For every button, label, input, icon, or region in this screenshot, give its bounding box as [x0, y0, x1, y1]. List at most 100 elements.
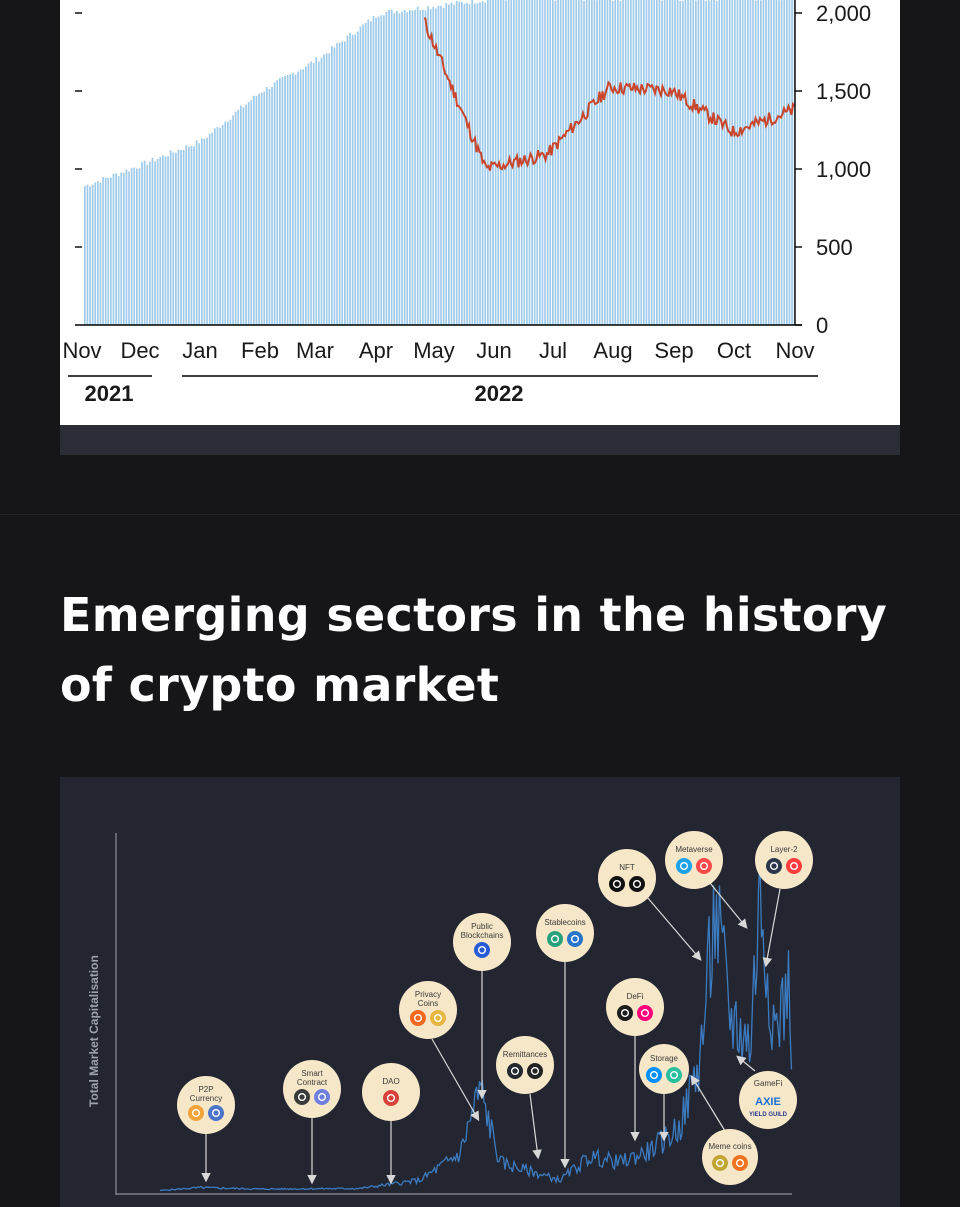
bar	[107, 177, 110, 325]
bar	[448, 4, 450, 325]
bar	[336, 43, 338, 325]
bar	[656, 0, 658, 326]
bar	[695, 0, 697, 325]
section-title: Emerging sectors in the history of crypt…	[60, 588, 888, 712]
bar	[357, 31, 359, 325]
monero-icon	[410, 1010, 426, 1026]
bar	[523, 0, 526, 326]
bar	[437, 5, 440, 326]
bubble-label: Contract	[297, 1078, 328, 1087]
bar	[216, 126, 219, 326]
bar	[747, 0, 749, 325]
bubble-label: GameFi	[754, 1079, 783, 1088]
bar	[297, 71, 299, 325]
sector-bubble-metaverse: Metaverse	[665, 831, 723, 889]
bar	[788, 0, 791, 326]
month-label: Oct	[717, 338, 751, 363]
shiba-icon	[732, 1155, 748, 1171]
bar	[258, 93, 260, 325]
bar	[624, 0, 627, 325]
zcash-icon	[430, 1010, 446, 1026]
bar	[208, 133, 211, 325]
bar	[247, 102, 250, 325]
filecoin-icon-glyph	[649, 1070, 659, 1080]
bubble-label: Blockchains	[461, 931, 504, 940]
bar	[390, 9, 393, 325]
bar	[406, 12, 409, 325]
bar	[242, 107, 245, 325]
bar	[767, 0, 770, 326]
bar	[471, 0, 474, 325]
bar	[188, 146, 190, 325]
bar	[294, 74, 297, 325]
bar	[562, 0, 565, 325]
dogecoin-icon	[712, 1155, 728, 1171]
bar	[219, 127, 221, 325]
optimism-icon	[786, 858, 802, 874]
bar	[279, 78, 281, 325]
bar	[141, 162, 143, 325]
bar	[487, 0, 489, 326]
annotation-arrow	[709, 882, 748, 929]
sandbox-icon-glyph	[679, 861, 689, 871]
sandbox-icon	[676, 858, 692, 874]
bar	[765, 0, 767, 325]
bar	[227, 121, 229, 325]
axie-icon: AXIE	[755, 1096, 781, 1108]
bar	[734, 0, 736, 325]
uniswap-icon-glyph	[640, 1008, 650, 1018]
bar	[741, 0, 744, 325]
bar	[687, 0, 689, 326]
bar	[775, 0, 778, 325]
bar	[728, 0, 731, 326]
bar	[255, 95, 258, 326]
bar	[380, 15, 383, 326]
bar	[154, 161, 156, 325]
bar	[260, 92, 263, 325]
dao-icon	[383, 1090, 399, 1106]
bar	[266, 87, 268, 325]
bar	[175, 152, 177, 325]
bar	[364, 22, 367, 326]
bar	[674, 0, 676, 325]
bar	[435, 8, 437, 326]
month-label: May	[413, 338, 455, 363]
bar	[195, 140, 198, 325]
bar	[682, 0, 684, 326]
litecoin-icon	[208, 1105, 224, 1121]
sector-bubble-defi: DeFi	[606, 978, 664, 1036]
bar	[102, 177, 104, 325]
bubble-label: Public	[471, 922, 493, 931]
stellar-icon	[527, 1063, 543, 1079]
bar	[640, 0, 643, 325]
bar	[315, 57, 318, 326]
bar	[305, 66, 307, 325]
bar	[591, 0, 593, 325]
zcash-icon-glyph	[433, 1013, 443, 1023]
bar	[232, 115, 234, 326]
bar	[383, 15, 385, 326]
bar	[237, 109, 240, 325]
bubble-circle	[536, 904, 594, 962]
month-label: Dec	[120, 338, 159, 363]
bar	[401, 11, 403, 325]
bar	[786, 0, 788, 326]
bar	[385, 12, 388, 325]
sector-bubble-meme-coins: Meme coins	[702, 1129, 758, 1185]
bar	[749, 0, 752, 326]
stellar-icon-glyph	[530, 1066, 540, 1076]
bar	[234, 111, 237, 325]
bar	[221, 125, 224, 325]
bar	[253, 95, 255, 325]
bar	[440, 5, 442, 326]
bar	[762, 0, 765, 326]
bar	[284, 75, 286, 325]
bar	[138, 168, 141, 325]
bar	[193, 146, 195, 325]
bar	[718, 0, 721, 326]
bar	[505, 0, 507, 326]
sector-bubble-gamefi: GameFi AXIE YIELD GUILD	[739, 1071, 797, 1129]
bar	[86, 184, 89, 325]
bar	[299, 69, 302, 325]
